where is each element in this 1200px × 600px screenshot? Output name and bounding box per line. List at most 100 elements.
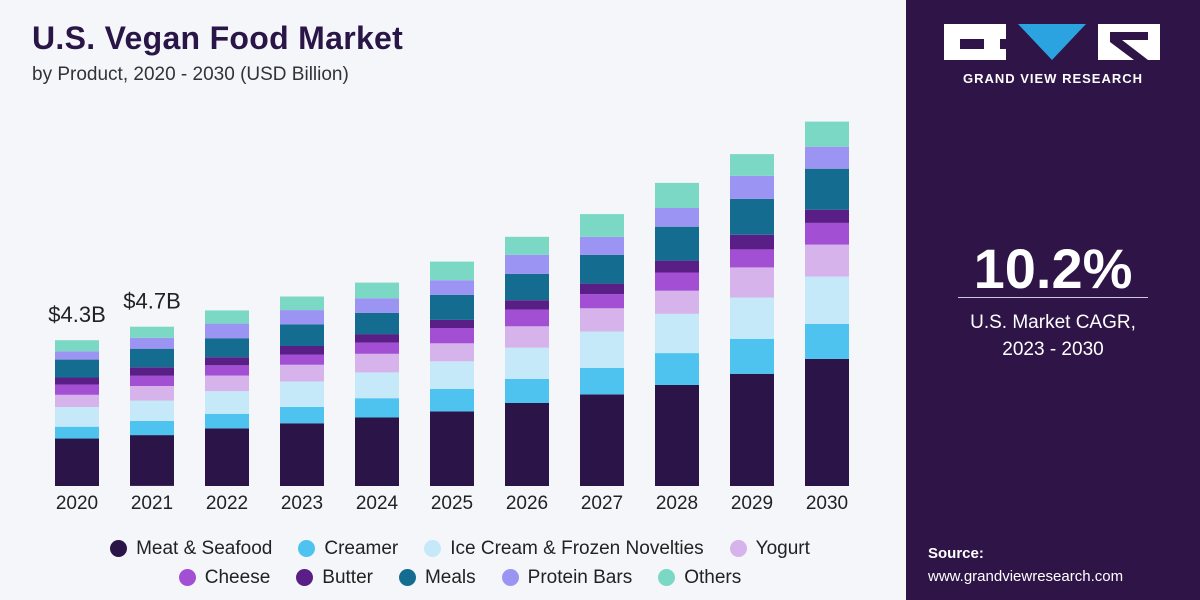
x-tick-label: 2025 <box>431 493 473 514</box>
bar-segment-2024-8 <box>355 282 399 299</box>
bar-segment-2020-1 <box>55 426 99 439</box>
bar-segment-2023-3 <box>280 364 324 382</box>
bar-segment-2028-6 <box>655 226 699 261</box>
bar-segment-2025-8 <box>430 261 474 281</box>
legend-item: Others <box>658 567 741 589</box>
bar-segment-2021-5 <box>130 367 174 376</box>
bar-segment-2021-2 <box>130 400 174 421</box>
x-tick-label: 2027 <box>581 493 623 514</box>
legend-swatch <box>296 569 314 586</box>
legend-item: Meat & Seafood <box>110 538 272 560</box>
x-tick-label: 2024 <box>356 493 399 514</box>
bar-segment-2028-3 <box>655 290 699 314</box>
bar-total-label: $4.7B <box>123 289 181 314</box>
bar-segment-2023-2 <box>280 381 324 407</box>
x-tick-label: 2020 <box>56 493 98 514</box>
bar-segment-2024-3 <box>355 353 399 373</box>
bar-segment-2027-2 <box>580 331 624 368</box>
bar-segment-2029-6 <box>730 198 774 235</box>
bar-segment-2027-3 <box>580 308 624 332</box>
x-tick-label: 2022 <box>206 493 248 514</box>
legend-swatch <box>298 540 316 557</box>
bar-segment-2027-6 <box>580 254 624 284</box>
legend-label: Meals <box>424 566 476 588</box>
legend-row: Cheese Butter Meals Protein Bars Others <box>40 563 880 592</box>
bar-segment-2022-0 <box>205 428 249 486</box>
bar-segment-2027-5 <box>580 283 624 295</box>
legend-label: Cheese <box>204 566 271 588</box>
legend-label: Butter <box>322 566 373 588</box>
bar-segment-2020-3 <box>55 394 99 407</box>
legend-item: Ice Cream & Frozen Novelties <box>424 537 704 560</box>
x-tick-label: 2021 <box>131 493 173 514</box>
source-link[interactable]: www.grandviewresearch.com <box>928 568 1124 585</box>
bar-segment-2024-5 <box>355 334 399 343</box>
bar-segment-2020-5 <box>55 377 99 385</box>
bar-segment-2026-7 <box>505 254 549 274</box>
bar-segment-2026-3 <box>505 326 549 348</box>
bar-segment-2025-4 <box>430 328 474 344</box>
bar-segment-2030-8 <box>805 121 849 147</box>
bar-segment-2029-2 <box>730 297 774 339</box>
bar-segment-2026-0 <box>505 402 549 486</box>
bar-segment-2023-7 <box>280 310 324 325</box>
legend-item: Creamer <box>298 538 398 560</box>
bar-segment-2020-2 <box>55 407 99 427</box>
x-tick-label: 2028 <box>656 493 698 514</box>
legend-row: Meat & Seafood Creamer Ice Cream & Frozen … <box>40 534 880 563</box>
bar-segment-2025-3 <box>430 343 474 362</box>
cagr-label-line1: U.S. Market CAGR, <box>970 312 1136 333</box>
bar-segment-2021-7 <box>130 337 174 349</box>
legend-label: Yogurt <box>755 537 810 559</box>
bar-segment-2029-5 <box>730 234 774 250</box>
bar-segment-2027-1 <box>580 368 624 395</box>
bar-segment-2020-7 <box>55 351 99 360</box>
bar-segment-2029-7 <box>730 175 774 199</box>
bar-segment-2023-4 <box>280 354 324 365</box>
legend-item: Protein Bars <box>501 566 633 589</box>
bar-segment-2021-3 <box>130 386 174 401</box>
bar-segment-2030-5 <box>805 209 849 223</box>
bar-segment-2026-4 <box>505 309 549 327</box>
x-tick-label: 2029 <box>731 493 773 514</box>
legend-swatch <box>501 569 519 586</box>
bar-segment-2030-7 <box>805 146 849 169</box>
x-tick-label: 2030 <box>806 493 848 514</box>
cagr-label-line2: 2023 - 2030 <box>1002 339 1104 360</box>
legend-item: Cheese <box>178 566 271 589</box>
bar-total-label: $4.3B <box>48 302 106 327</box>
bar-segment-2029-4 <box>730 249 774 268</box>
bar-segment-2029-8 <box>730 154 774 176</box>
bar-segment-2030-3 <box>805 244 849 277</box>
legend-swatch <box>729 540 747 557</box>
bar-segment-2023-6 <box>280 324 324 346</box>
bar-segment-2021-6 <box>130 348 174 368</box>
bar-segment-2028-5 <box>655 260 699 273</box>
stacked-bar-chart: 2020 $4.3B 2021 $4.7B 2022 2023 2024 2025 2026 20… <box>48 121 849 514</box>
bar-segment-2026-5 <box>505 300 549 310</box>
bar-segment-2028-8 <box>655 182 699 208</box>
bar-segment-2028-2 <box>655 313 699 354</box>
x-tick-label: 2026 <box>506 493 548 514</box>
bar-segment-2021-8 <box>130 326 174 338</box>
bar-segment-2021-4 <box>130 375 174 386</box>
bar-segment-2028-7 <box>655 208 699 227</box>
legend-swatch <box>658 569 676 586</box>
bar-segment-2023-5 <box>280 346 324 355</box>
bar-segment-2024-2 <box>355 372 399 399</box>
legend-item: Meals <box>398 566 476 589</box>
legend-label: Creamer <box>324 537 399 559</box>
bar-segment-2030-1 <box>805 324 849 359</box>
bar-segment-2030-0 <box>805 358 849 486</box>
bar-segment-2025-5 <box>430 319 474 328</box>
chart-area: U.S. Vegan Food Market by Product, 2020 … <box>32 20 880 592</box>
bar-segment-2028-1 <box>655 353 699 385</box>
bar-segment-2029-3 <box>730 267 774 298</box>
legend-label: Ice Cream & Frozen Novelties <box>450 537 704 559</box>
bar-segment-2022-6 <box>205 338 249 358</box>
bar-segment-2024-4 <box>355 342 399 354</box>
bar-segment-2025-1 <box>430 389 474 412</box>
legend-label: Protein Bars <box>527 566 633 588</box>
legend-swatch <box>398 569 416 586</box>
grand-view-research-logo <box>944 24 1160 60</box>
